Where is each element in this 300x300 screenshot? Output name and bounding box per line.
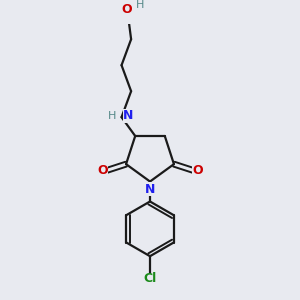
Text: H: H bbox=[108, 111, 117, 121]
Text: O: O bbox=[122, 3, 132, 16]
Text: O: O bbox=[192, 164, 203, 177]
Text: N: N bbox=[145, 183, 155, 196]
Text: Cl: Cl bbox=[143, 272, 157, 285]
Text: O: O bbox=[97, 164, 108, 177]
Text: H: H bbox=[136, 0, 144, 10]
Text: N: N bbox=[123, 109, 133, 122]
